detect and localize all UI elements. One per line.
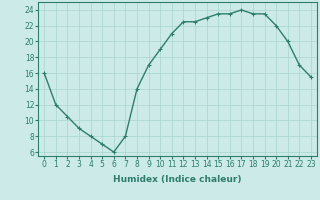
X-axis label: Humidex (Indice chaleur): Humidex (Indice chaleur) <box>113 175 242 184</box>
